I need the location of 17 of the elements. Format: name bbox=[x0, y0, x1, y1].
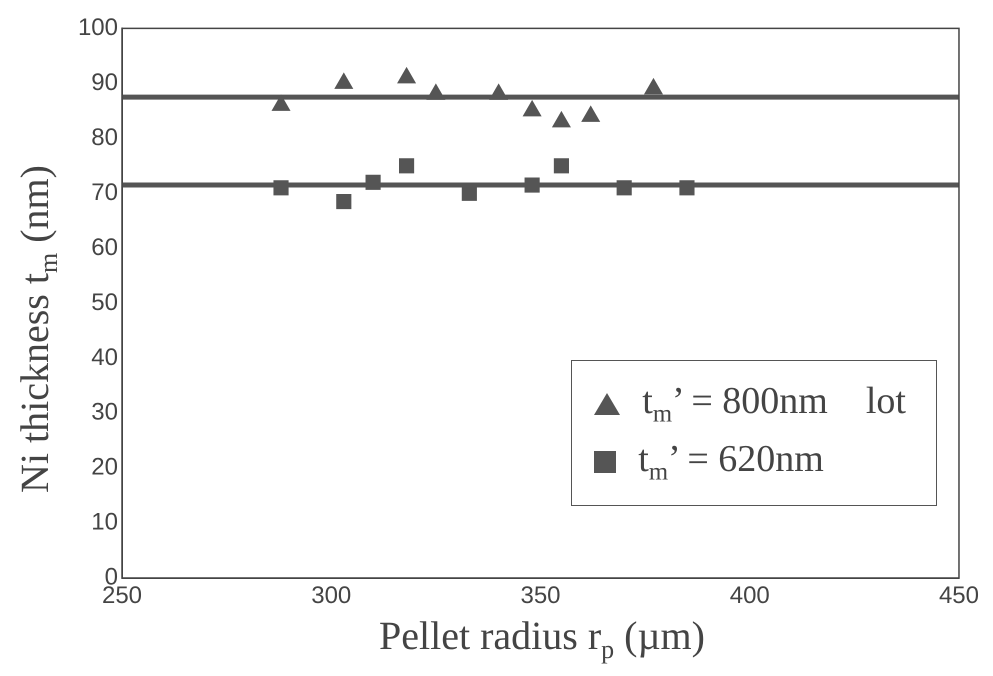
y-tick-label: 10 bbox=[91, 508, 118, 536]
x-axis-title: Pellet radius r$_{p}$ (µm) bbox=[378, 612, 706, 665]
y-tick-label: 30 bbox=[91, 398, 118, 426]
y-tick-label: 80 bbox=[91, 124, 118, 151]
y-tick-label: 40 bbox=[91, 344, 118, 371]
x-tick-label: 300 bbox=[311, 582, 352, 610]
x-tick-label: 400 bbox=[730, 582, 770, 610]
y-tick-label: 100 bbox=[78, 14, 118, 42]
y-tick-label: 60 bbox=[91, 234, 118, 261]
legend-label: t$_{m}$’ = 620nm bbox=[638, 437, 824, 487]
x-tick-label: 350 bbox=[520, 582, 561, 610]
legend-label: t$_{m}$’ = 800nm lot bbox=[642, 379, 906, 429]
y-tick-label: 50 bbox=[91, 288, 118, 316]
y-tick-label: 70 bbox=[91, 178, 118, 206]
y-tick-label: 90 bbox=[91, 68, 118, 96]
y-tick-label: 20 bbox=[91, 454, 118, 481]
x-tick-label: 450 bbox=[938, 582, 979, 610]
